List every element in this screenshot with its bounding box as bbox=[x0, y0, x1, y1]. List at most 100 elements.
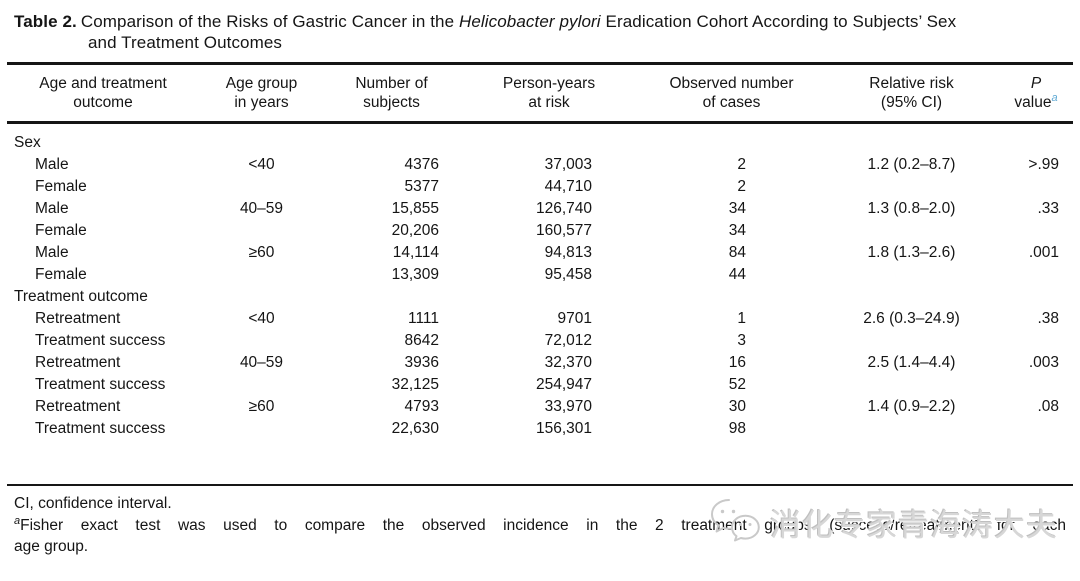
cell-subjects: 8642 bbox=[404, 332, 439, 349]
cell-age-group: <40 bbox=[248, 156, 275, 173]
cell-cases: 2 bbox=[737, 178, 746, 195]
cell-p-value: >.99 bbox=[1028, 156, 1059, 173]
cell-person-years: 254,947 bbox=[535, 376, 592, 393]
gastric-cancer-risk-table: Age and treatment outcome Age group in y… bbox=[7, 62, 1073, 440]
section-header-row: Sex bbox=[7, 123, 1073, 155]
section-label: Treatment outcome bbox=[14, 288, 148, 305]
title-text-line2: and Treatment Outcomes bbox=[88, 33, 283, 52]
cell-age-group: 40–59 bbox=[239, 200, 284, 217]
cell-cases: 3 bbox=[737, 332, 746, 349]
cell-relative-risk: 1.3 (0.8–2.0) bbox=[867, 200, 956, 217]
table-row: Male ≥60 14,114 94,813 84 1.8 (1.3–2.6) .001 bbox=[7, 242, 1073, 264]
cell-cases: 34 bbox=[728, 222, 746, 239]
table-number-label: Table 2. bbox=[14, 12, 77, 31]
footnote-a-superscript: a bbox=[1051, 91, 1058, 104]
table-row: Treatment success 8642 72,012 3 bbox=[7, 330, 1073, 352]
cell-age-group bbox=[199, 220, 324, 242]
cell-outcome: Treatment success bbox=[35, 332, 166, 349]
table-row: Retreatment <40 1111 9701 1 2.6 (0.3–24.9) .38 bbox=[7, 308, 1073, 330]
cell-cases: 52 bbox=[728, 376, 746, 393]
cell-relative-risk bbox=[824, 418, 999, 440]
table-row: Male <40 4376 37,003 2 1.2 (0.2–8.7) >.99 bbox=[7, 154, 1073, 176]
cell-p-value bbox=[999, 374, 1073, 396]
table-row: Retreatment ≥60 4793 33,970 30 1.4 (0.9–2.2).… bbox=[7, 396, 1073, 418]
cell-cases: 2 bbox=[737, 156, 746, 173]
cell-cases: 16 bbox=[728, 354, 746, 371]
title-text-italic: Helicobacter pylori bbox=[458, 12, 601, 31]
cell-age-group bbox=[199, 374, 324, 396]
cell-age-group bbox=[199, 176, 324, 198]
cell-person-years: 72,012 bbox=[544, 332, 592, 349]
title-text-pre: Comparison of the Risks of Gastric Cance… bbox=[80, 12, 459, 31]
cell-cases: 98 bbox=[728, 420, 746, 437]
cell-person-years: 95,458 bbox=[544, 266, 592, 283]
cell-p-value: .08 bbox=[1037, 398, 1059, 415]
cell-person-years: 33,970 bbox=[544, 398, 592, 415]
cell-relative-risk: 2.5 (1.4–4.4) bbox=[867, 354, 956, 371]
cell-person-years: 126,740 bbox=[535, 200, 592, 217]
cell-relative-risk bbox=[824, 330, 999, 352]
cell-outcome: Female bbox=[35, 178, 87, 195]
footnote-a-line2: age group. bbox=[14, 538, 89, 555]
cell-age-group: 40–59 bbox=[239, 354, 284, 371]
cell-relative-risk: 1.2 (0.2–8.7) bbox=[867, 156, 956, 173]
table-header: Age and treatment outcome Age group in y… bbox=[7, 63, 1073, 124]
cell-age-group: ≥60 bbox=[248, 398, 275, 415]
cell-cases: 84 bbox=[728, 244, 746, 261]
table-row: Female 20,206 160,577 34 bbox=[7, 220, 1073, 242]
col-header-relative-risk: Relative risk (95% CI) bbox=[824, 63, 999, 124]
cell-subjects: 1111 bbox=[407, 310, 439, 327]
table-row: Treatment success 22,630 156,301 98 bbox=[7, 418, 1073, 440]
cell-subjects: 4793 bbox=[404, 398, 439, 415]
cell-subjects: 20,206 bbox=[391, 222, 439, 239]
cell-relative-risk bbox=[824, 264, 999, 286]
cell-relative-risk: 2.6 (0.3–24.9) bbox=[863, 310, 960, 327]
cell-person-years: 44,710 bbox=[544, 178, 592, 195]
title-text-post: Eradication Cohort According to Subjects… bbox=[600, 12, 957, 31]
table-title: Table 2. Comparison of the Risks of Gastr… bbox=[0, 0, 1080, 53]
cell-cases: 44 bbox=[728, 266, 746, 283]
cell-subjects: 4376 bbox=[404, 156, 439, 173]
cell-subjects: 32,125 bbox=[391, 376, 439, 393]
abbreviation-note: CI, confidence interval. bbox=[14, 495, 172, 512]
cell-p-value bbox=[999, 220, 1073, 242]
cell-outcome: Treatment success bbox=[35, 420, 166, 437]
cell-age-group bbox=[199, 330, 324, 352]
cell-person-years: 32,370 bbox=[544, 354, 592, 371]
table-row: Retreatment 40–59 3936 32,370 16 2.5 (1.4–4.4… bbox=[7, 352, 1073, 374]
col-header-age-treatment-outcome: Age and treatment outcome bbox=[7, 63, 199, 124]
cell-subjects: 14,114 bbox=[392, 244, 439, 261]
col-header-age-group: Age group in years bbox=[199, 63, 324, 124]
table-row: Female 13,309 95,458 44 bbox=[7, 264, 1073, 286]
cell-p-value bbox=[999, 176, 1073, 198]
cell-outcome: Treatment success bbox=[35, 376, 166, 393]
section-label: Sex bbox=[14, 134, 41, 151]
cell-p-value: .33 bbox=[1037, 200, 1059, 217]
cell-age-group bbox=[199, 418, 324, 440]
cell-person-years: 9701 bbox=[557, 310, 592, 327]
cell-subjects: 15,855 bbox=[391, 200, 439, 217]
cell-cases: 30 bbox=[728, 398, 746, 415]
cell-p-value bbox=[999, 264, 1073, 286]
cell-outcome: Female bbox=[35, 266, 87, 283]
cell-relative-risk: 1.8 (1.3–2.6) bbox=[867, 244, 956, 261]
table-row: Female 5377 44,710 2 bbox=[7, 176, 1073, 198]
col-header-number-subjects: Number of subjects bbox=[324, 63, 459, 124]
cell-p-value bbox=[999, 330, 1073, 352]
cell-relative-risk: 1.4 (0.9–2.2) bbox=[867, 398, 956, 415]
cell-age-group bbox=[199, 264, 324, 286]
cell-subjects: 3936 bbox=[404, 354, 439, 371]
footnote-a-marker: a bbox=[14, 514, 21, 527]
col-header-person-years: Person-years at risk bbox=[459, 63, 639, 124]
cell-outcome: Female bbox=[35, 222, 87, 239]
table-body: Sex Male <40 4376 37,003 2 1.2 (0.2–8.7) >.99 Fe… bbox=[7, 123, 1073, 441]
cell-subjects: 13,309 bbox=[391, 266, 439, 283]
cell-cases: 34 bbox=[728, 200, 746, 217]
col-header-p-value: P valuea bbox=[999, 63, 1073, 124]
table-row: Treatment success 32,125 254,947 52 bbox=[7, 374, 1073, 396]
cell-p-value bbox=[999, 418, 1073, 440]
cell-relative-risk bbox=[824, 374, 999, 396]
cell-outcome: Male bbox=[35, 156, 69, 173]
cell-relative-risk bbox=[824, 220, 999, 242]
